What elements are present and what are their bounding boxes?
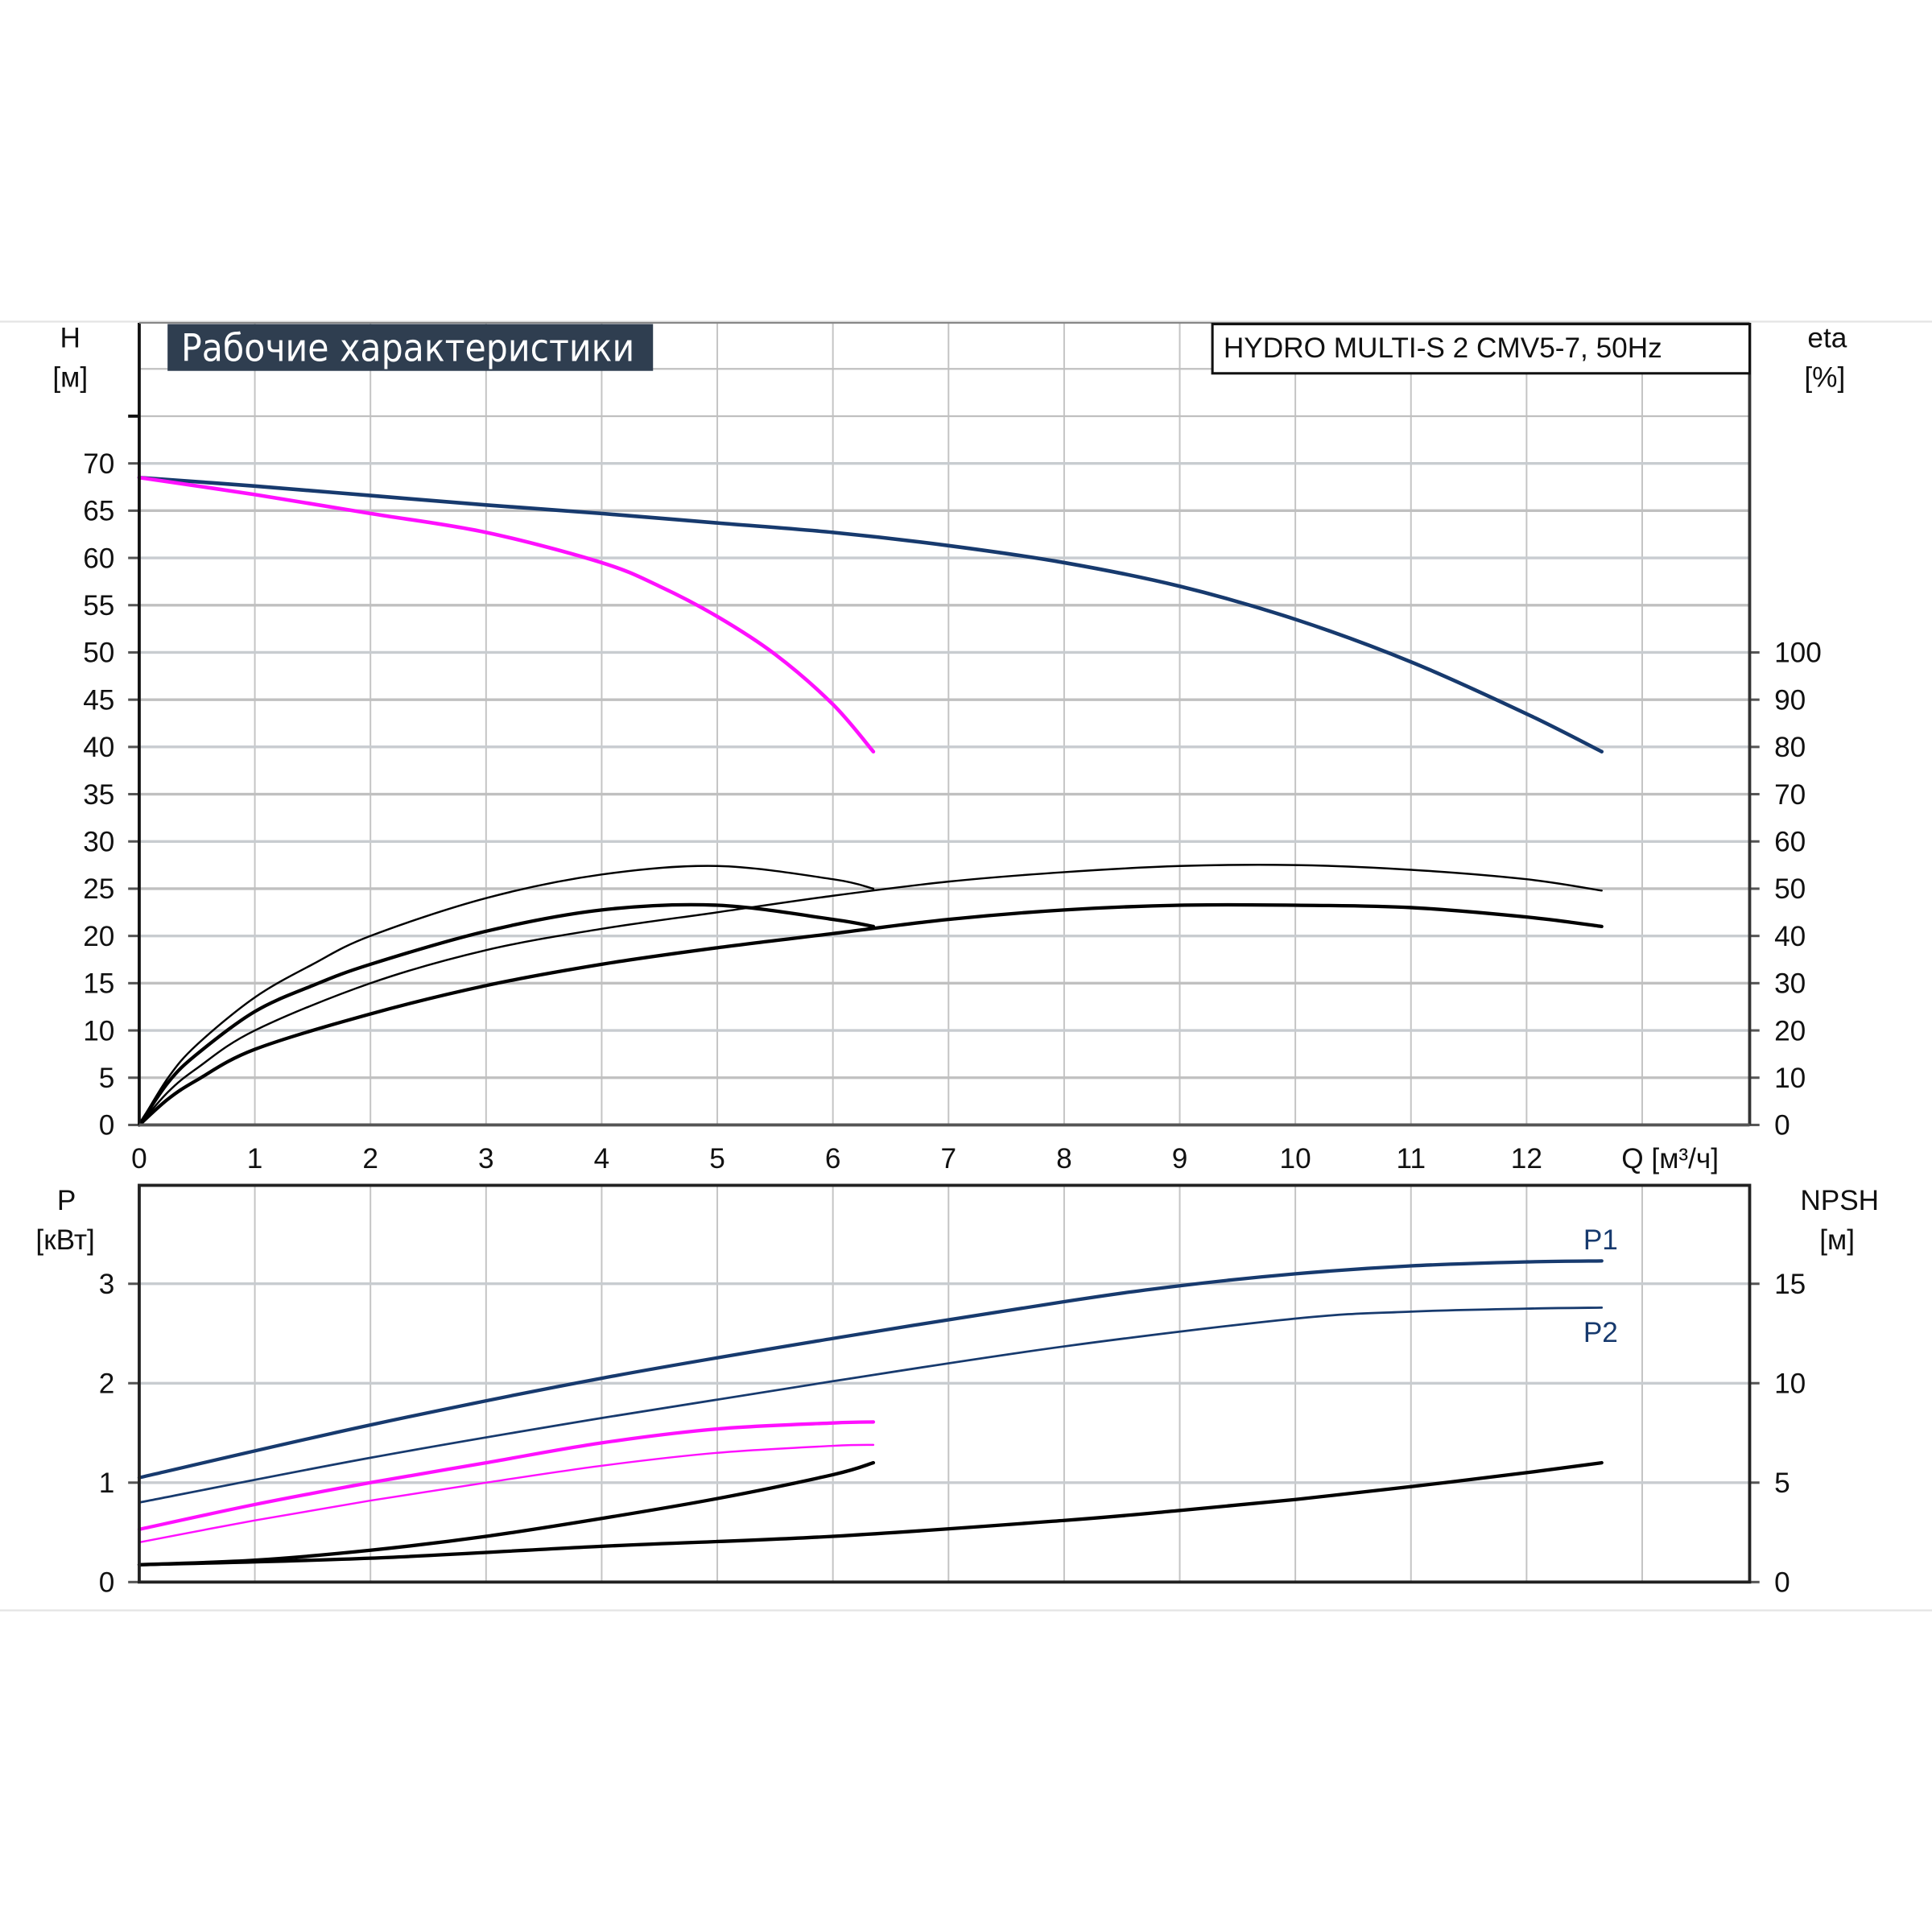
h-tick-label: 10 [83,1015,114,1046]
p-tick-label: 1 [99,1468,115,1499]
tick-labels: 0 1 2 3 4 5 6 7 8 9 10 11 12051015202530354045505560… [83,448,1822,1599]
title-background [167,324,654,371]
model-label: HYDRO MULTI-S 2 CMV5-7, 50Hz [1224,332,1662,364]
npsh-tick-label: 0 [1774,1567,1790,1599]
h-tick-label: 45 [83,684,114,716]
npsh-axis-unit: [м] [1819,1224,1855,1256]
eta-tick-label: 90 [1774,684,1806,716]
h-axis-label: H [60,323,80,354]
eta-tick-label: 70 [1774,779,1806,811]
model-label-box [1211,323,1751,375]
chart-title: Рабочие характеристики [181,325,634,370]
eta-tick-label: 100 [1774,638,1822,669]
p-tick-label: 3 [99,1269,115,1300]
h-tick-label: 40 [83,732,114,763]
x-axis-label: Q [м³/ч] [1621,1143,1719,1174]
eta-tick-label: 50 [1774,873,1806,905]
efficiency-curve-reduced-thick [137,902,876,1127]
power-curve-full-p1 [137,1259,1604,1480]
p2-label: P2 [1583,1317,1618,1348]
head-plot-grid [138,323,1750,1125]
npsh-tick-label: 15 [1774,1269,1806,1300]
power-plot-frame [138,1183,1752,1584]
p-axis-label: P [57,1185,76,1216]
h-tick-label: 25 [83,873,114,905]
efficiency-curve-full-thick [137,902,1604,1127]
h-tick-label: 35 [83,779,114,811]
x-tick-label: 1 [247,1143,263,1174]
eta-tick-label: 20 [1774,1015,1806,1046]
h-tick-label: 70 [83,448,114,480]
eta-axis-unit: [%] [1804,362,1845,394]
x-tick-label: 4 [594,1143,610,1174]
x-tick-label: 7 [940,1143,956,1174]
efficiency-curve-reduced-thin [138,865,875,1126]
x-tick-label: 11 [1396,1143,1426,1174]
eta-axis-label: eta [1807,323,1847,354]
npsh-tick-label: 10 [1774,1368,1806,1400]
x-tick-label: 9 [1172,1143,1188,1174]
eta-tick-label: 30 [1774,968,1806,1000]
npsh-curve-full [137,1460,1604,1567]
h-tick-label: 0 [99,1110,115,1141]
npsh-tick-label: 5 [1774,1468,1790,1499]
h-tick-label: 65 [83,496,114,527]
npsh-axis-label: NPSH [1800,1185,1879,1216]
head-curve-full [137,475,1604,754]
p-tick-label: 0 [99,1567,115,1599]
eta-tick-label: 60 [1774,827,1806,858]
h-tick-label: 50 [83,638,114,669]
curves [137,475,1604,1567]
h-tick-label: 20 [83,921,114,952]
x-tick-label: 5 [709,1143,725,1174]
p-tick-label: 2 [99,1368,115,1400]
h-tick-label: 5 [99,1063,115,1094]
x-tick-label: 12 [1511,1143,1542,1174]
x-tick-label: 3 [478,1143,494,1174]
h-tick-label: 30 [83,827,114,858]
power-curve-full-p2 [138,1307,1604,1504]
h-tick-label: 15 [83,968,114,1000]
p-axis-unit: [кВт] [35,1224,94,1256]
npsh-curve-reduced [137,1460,876,1567]
eta-tick-label: 40 [1774,921,1806,952]
h-axis-unit: [м] [52,362,88,394]
power-curve-reduced-thick [137,1420,876,1531]
eta-tick-label: 10 [1774,1063,1806,1094]
eta-tick-label: 0 [1774,1110,1790,1141]
axes [128,321,1752,1584]
h-tick-label: 55 [83,590,114,621]
eta-tick-label: 80 [1774,732,1806,763]
p1-label: P1 [1583,1224,1618,1256]
h-tick-label: 60 [83,543,114,574]
x-tick-label: 6 [825,1143,841,1174]
efficiency-curve-full-thin [138,864,1603,1126]
x-tick-label: 2 [362,1143,378,1174]
x-tick-label: 0 [131,1143,147,1174]
power-curve-reduced-thin [138,1443,875,1544]
power-plot-grid [138,1185,1750,1583]
x-tick-label: 8 [1056,1143,1072,1174]
x-tick-label: 10 [1280,1143,1311,1174]
head-curve-reduced [137,475,876,754]
